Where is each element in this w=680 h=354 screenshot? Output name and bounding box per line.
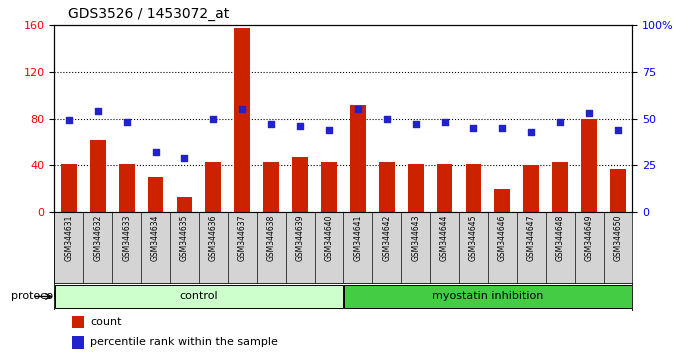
Text: GSM344637: GSM344637: [238, 215, 247, 261]
Text: GSM344649: GSM344649: [585, 215, 594, 261]
Bar: [466, 164, 481, 212]
Text: GSM344634: GSM344634: [151, 215, 160, 261]
Bar: [344, 285, 632, 308]
Bar: [72, 316, 84, 329]
Point: [121, 120, 132, 125]
Point: [266, 121, 277, 127]
Bar: [90, 140, 105, 212]
Point: [208, 116, 219, 121]
Point: [583, 110, 594, 116]
Text: GSM344640: GSM344640: [324, 215, 333, 261]
Text: GSM344631: GSM344631: [65, 215, 73, 261]
Text: control: control: [180, 291, 218, 302]
Point: [555, 120, 566, 125]
Bar: [437, 164, 452, 212]
Bar: [205, 162, 221, 212]
Point: [63, 118, 74, 123]
Point: [613, 127, 624, 133]
Text: GSM344636: GSM344636: [209, 215, 218, 261]
Text: GSM344635: GSM344635: [180, 215, 189, 261]
Bar: [581, 119, 597, 212]
Point: [179, 155, 190, 161]
Bar: [177, 197, 192, 212]
Point: [237, 106, 248, 112]
Point: [439, 120, 450, 125]
Bar: [408, 164, 424, 212]
Bar: [524, 165, 539, 212]
Bar: [552, 162, 568, 212]
Text: GSM344641: GSM344641: [354, 215, 362, 261]
Bar: [55, 285, 343, 308]
Text: GDS3526 / 1453072_at: GDS3526 / 1453072_at: [68, 7, 229, 21]
Text: GSM344647: GSM344647: [527, 215, 536, 261]
Text: GSM344633: GSM344633: [122, 215, 131, 261]
Text: protocol: protocol: [11, 291, 56, 302]
Text: GSM344644: GSM344644: [440, 215, 449, 261]
Bar: [263, 162, 279, 212]
Bar: [148, 177, 163, 212]
Bar: [292, 157, 308, 212]
Point: [497, 125, 508, 131]
Text: count: count: [90, 317, 122, 327]
Text: GSM344639: GSM344639: [296, 215, 305, 261]
Point: [150, 149, 161, 155]
Bar: [610, 169, 626, 212]
Point: [381, 116, 392, 121]
Text: GSM344643: GSM344643: [411, 215, 420, 261]
Text: GSM344632: GSM344632: [93, 215, 102, 261]
Bar: [72, 336, 84, 349]
Bar: [494, 189, 510, 212]
Text: GSM344642: GSM344642: [382, 215, 391, 261]
Text: GSM344648: GSM344648: [556, 215, 564, 261]
Text: myostatin inhibition: myostatin inhibition: [432, 291, 543, 302]
Text: GSM344638: GSM344638: [267, 215, 275, 261]
Text: percentile rank within the sample: percentile rank within the sample: [90, 337, 278, 348]
Text: GSM344646: GSM344646: [498, 215, 507, 261]
Bar: [119, 164, 135, 212]
Text: GSM344645: GSM344645: [469, 215, 478, 261]
Bar: [61, 164, 77, 212]
Point: [352, 106, 363, 112]
Point: [324, 127, 335, 133]
Bar: [379, 162, 394, 212]
Text: GSM344650: GSM344650: [613, 215, 622, 261]
Bar: [321, 162, 337, 212]
Bar: [350, 104, 366, 212]
Point: [92, 108, 103, 114]
Point: [526, 129, 537, 135]
Point: [410, 121, 421, 127]
Point: [294, 123, 305, 129]
Point: [468, 125, 479, 131]
Bar: [235, 28, 250, 212]
